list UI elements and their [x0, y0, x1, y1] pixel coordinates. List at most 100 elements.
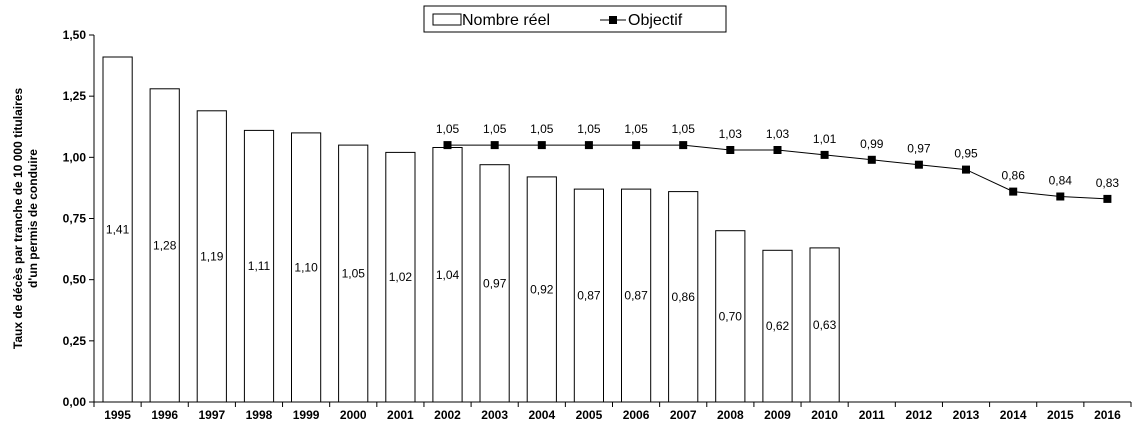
- y-axis-title-line: d'un permis de conduire: [26, 149, 40, 288]
- objectif-value-label: 0,97: [907, 142, 931, 156]
- bar-value-label: 0,92: [530, 283, 554, 297]
- x-tick-label: 2002: [434, 408, 461, 422]
- bar-value-label: 0,97: [483, 276, 507, 290]
- x-tick-label: 2007: [670, 408, 697, 422]
- y-tick-label: 1,00: [63, 150, 87, 164]
- y-tick-label: 0,75: [63, 212, 87, 226]
- objectif-marker: [584, 141, 593, 150]
- bar-nombre-reel: [573, 188, 604, 403]
- objectif-marker: [443, 141, 452, 150]
- objectif-marker: [1009, 187, 1018, 196]
- objectif-value-label: 1,05: [672, 122, 696, 136]
- bar-value-label: 1,28: [153, 238, 177, 252]
- objectif-marker: [914, 160, 923, 169]
- objectif-value-label: 1,05: [624, 122, 648, 136]
- bar-value-label: 0,87: [624, 289, 648, 303]
- bar-value-label: 0,70: [719, 309, 743, 323]
- objectif-value-label: 0,99: [860, 137, 884, 151]
- axes-group: 0,00 0,25 0,50 0,75 1,00 1,25 1,50 1995 1996 1997…: [63, 28, 1132, 422]
- bar-value-label: 0,87: [577, 289, 601, 303]
- legend-marker-swatch: [609, 16, 617, 24]
- objectif-value-label: 1,05: [436, 122, 460, 136]
- bar-nombre-reel: [338, 144, 369, 403]
- x-tick-label: 2012: [906, 408, 933, 422]
- x-tick-label: 1999: [293, 408, 320, 422]
- legend: Nombre réel Objectif: [423, 5, 727, 33]
- objectif-value-label: 1,05: [530, 122, 554, 136]
- y-tick-label: 0,50: [63, 273, 87, 287]
- bar-labels-group: 1,41 1,28 1,19 1,11 1,10 1,05 1,02 1,04 0,97 0,92…: [106, 223, 837, 334]
- objectif-marker: [632, 141, 641, 150]
- legend-box: [423, 5, 727, 33]
- x-tick-label: 1998: [246, 408, 273, 422]
- bar-nombre-reel: [526, 176, 557, 403]
- objectif-value-label: 0,86: [1002, 169, 1026, 183]
- objectif-marker: [867, 155, 876, 164]
- objectif-line-group: 1,05 1,05 1,05 1,05 1,05 1,05 1,03 1,03 1,01 0,99…: [436, 122, 1120, 203]
- bar-value-label: 0,62: [766, 319, 790, 333]
- x-tick-label: 2008: [717, 408, 744, 422]
- bar-nombre-reel: [149, 88, 180, 403]
- objectif-marker: [1056, 192, 1065, 201]
- x-tick-label: 2006: [623, 408, 650, 422]
- bar-value-label: 1,10: [294, 260, 318, 274]
- x-tick-label: 2013: [953, 408, 980, 422]
- bar-value-label: 1,41: [106, 223, 130, 237]
- objectif-value-label: 1,03: [766, 127, 790, 141]
- x-tick-label: 2010: [811, 408, 838, 422]
- objectif-value-label: 0,84: [1049, 174, 1073, 188]
- objectif-marker: [962, 165, 970, 174]
- x-tick-label: 2003: [481, 408, 508, 422]
- x-tick-label: 2009: [764, 408, 791, 422]
- bar-nombre-reel: [102, 56, 133, 403]
- objectif-marker: [820, 150, 829, 159]
- bar-nombre-reel: [432, 147, 463, 403]
- legend-label-objectif: Objectif: [628, 12, 683, 29]
- objectif-value-label: 1,01: [813, 132, 837, 146]
- x-tick-label: 2000: [340, 408, 367, 422]
- bar-nombre-reel: [621, 188, 652, 403]
- x-tick-label: 2016: [1094, 408, 1121, 422]
- bar-value-label: 0,63: [813, 318, 837, 332]
- y-tick-label: 1,25: [63, 89, 87, 103]
- objectif-marker: [679, 141, 688, 150]
- y-tick-label: 0,00: [63, 395, 87, 409]
- objectif-value-label: 1,03: [719, 127, 743, 141]
- x-tick-label: 2004: [528, 408, 555, 422]
- objectif-marker: [490, 141, 499, 150]
- x-tick-label: 1996: [151, 408, 178, 422]
- bar-nombre-reel: [243, 129, 275, 403]
- legend-label-nombre-reel: Nombre réel: [462, 12, 550, 29]
- bars-group: [102, 56, 840, 403]
- bar-nombre-reel: [196, 110, 227, 403]
- objectif-marker: [1103, 194, 1112, 203]
- y-tick-label: 0,25: [63, 334, 87, 348]
- y-tick-label: 1,50: [63, 28, 87, 42]
- y-axis-title: Taux de décès par tranche de 10 000 titu…: [11, 88, 40, 350]
- bar-value-label: 1,02: [389, 270, 413, 284]
- x-tick-label: 1995: [104, 408, 131, 422]
- objectif-value-label: 0,95: [954, 147, 978, 161]
- x-tick-label: 2005: [576, 408, 603, 422]
- x-tick-label: 2015: [1047, 408, 1074, 422]
- objectif-marker: [726, 146, 735, 154]
- bar-value-label: 0,86: [672, 290, 696, 304]
- objectif-value-label: 1,05: [483, 122, 507, 136]
- x-tick-label: 2001: [387, 408, 414, 422]
- bar-value-label: 1,04: [436, 268, 460, 282]
- objectif-value-label: 1,05: [577, 122, 601, 136]
- legend-bar-swatch: [432, 13, 462, 26]
- x-tick-label: 2014: [1000, 408, 1027, 422]
- bar-value-label: 1,05: [342, 267, 366, 281]
- objectif-marker: [537, 141, 546, 150]
- y-axis-title-line: Taux de décès par tranche de 10 000 titu…: [11, 88, 25, 350]
- bar-value-label: 1,19: [200, 249, 224, 263]
- bar-nombre-reel: [715, 230, 746, 403]
- bar-value-label: 1,11: [248, 259, 271, 273]
- x-tick-label: 2011: [859, 408, 885, 422]
- x-tick-label: 1997: [198, 408, 225, 422]
- objectif-marker: [773, 146, 782, 154]
- objectif-value-label: 0,83: [1096, 176, 1120, 190]
- bar-nombre-reel: [809, 247, 840, 403]
